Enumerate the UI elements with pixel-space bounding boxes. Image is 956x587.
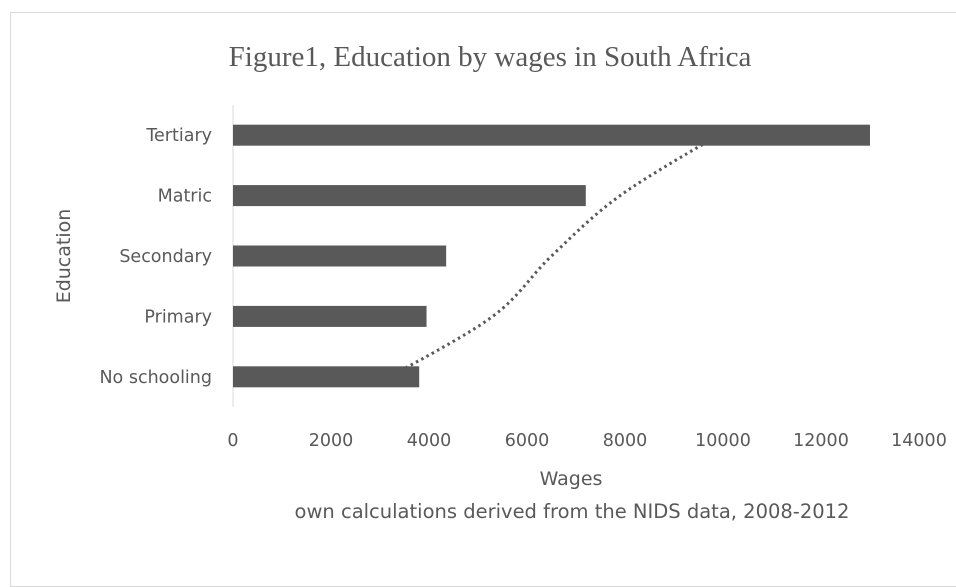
category-label: Secondary — [119, 247, 212, 267]
category-label: Tertiary — [145, 126, 212, 146]
x-tick-label: 2000 — [309, 431, 354, 451]
x-tick-label: 10000 — [695, 431, 751, 451]
x-tick-label: 4000 — [407, 431, 452, 451]
trendline — [389, 133, 719, 379]
bar-matric — [233, 185, 586, 207]
x-tick-label: 14000 — [891, 431, 947, 451]
y-axis-title: Education — [53, 209, 75, 304]
category-label: No schooling — [99, 368, 212, 388]
x-tick-label: 6000 — [505, 431, 550, 451]
bar-tertiary — [233, 124, 870, 146]
x-axis-title: Wages — [540, 468, 603, 490]
x-tick-label: 12000 — [793, 431, 849, 451]
source-note: own calculations derived from the NIDS d… — [295, 500, 850, 523]
bars-group — [233, 124, 870, 388]
chart-frame — [10, 12, 956, 587]
x-tick-labels: 0 2000 4000 6000 8000 10000 12000 14000 — [227, 431, 946, 451]
chart-title: Figure1, Education by wages in South Afr… — [229, 41, 752, 73]
category-label: Primary — [144, 307, 212, 327]
x-tick-label: 0 — [227, 431, 238, 451]
x-tick-label: 8000 — [603, 431, 648, 451]
bar-no-schooling — [233, 366, 420, 388]
bar-primary — [233, 305, 427, 327]
bar-secondary — [233, 245, 447, 267]
category-label: Matric — [158, 187, 212, 207]
category-labels: No schooling Primary Secondary Matric Tertia… — [99, 126, 212, 388]
